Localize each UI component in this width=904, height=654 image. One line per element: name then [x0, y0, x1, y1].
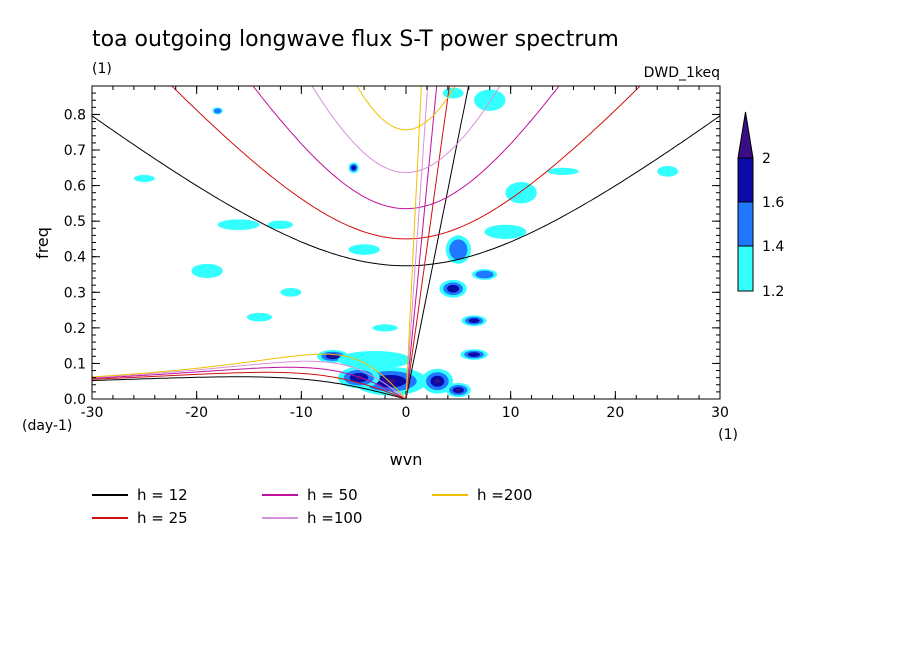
- chart-title: toa outgoing longwave flux S-T power spe…: [92, 27, 619, 52]
- contour-fill-group: [133, 87, 679, 398]
- rossby-wave-curve: [92, 360, 407, 399]
- rossby-wave-curve: [92, 353, 407, 399]
- contour-patch: [449, 239, 468, 260]
- rossby-wave-curve: [92, 376, 407, 399]
- x-tick-label: 0: [402, 405, 411, 421]
- rossby-wave-curve: [92, 366, 407, 399]
- y-tick-label: 0.1: [64, 356, 86, 372]
- y-axis-units: (day-1): [22, 418, 72, 434]
- colorbar-label: 1.2: [762, 284, 784, 300]
- x-tick-label: 30: [711, 405, 729, 421]
- y-tick-label: 0.5: [64, 214, 86, 230]
- colorbar-segment: [737, 157, 754, 203]
- kelvin-wave-curve: [405, 86, 470, 399]
- inertia-gravity-curve: [92, 115, 720, 267]
- kelvin-wave-curve: [405, 86, 450, 399]
- colorbar-label: 2: [762, 151, 771, 167]
- contour-patch: [484, 224, 527, 239]
- legend-label: h = 25: [137, 509, 188, 527]
- y-tick-label: 0.8: [64, 107, 86, 123]
- colorbar-label: 1.4: [762, 239, 784, 255]
- model-name-label: DWD_1keq: [644, 65, 720, 81]
- contour-patch: [657, 166, 679, 177]
- colorbar: 1.2 1.4 1.6 2: [737, 111, 784, 300]
- legend-label: h =200: [477, 486, 532, 504]
- y-tick-label: 0.2: [64, 321, 86, 337]
- kelvin-wave-curve: [405, 86, 429, 399]
- contour-patch: [351, 165, 356, 171]
- contour-patch: [475, 270, 494, 279]
- x-tick-label: 10: [502, 405, 520, 421]
- y-axis-label: freq: [33, 227, 52, 259]
- contour-patch: [246, 312, 273, 322]
- contour-patch: [447, 284, 460, 293]
- x-tick-label: -30: [81, 405, 104, 421]
- contour-patch: [372, 324, 398, 332]
- contour-patch: [133, 174, 155, 183]
- contour-patch: [456, 388, 461, 392]
- contour-patch: [434, 379, 440, 384]
- colorbar-triangle: [737, 111, 754, 159]
- contour-patch: [468, 352, 481, 357]
- colorbar-label: 1.6: [762, 195, 784, 211]
- axis-ticks: -30 -20 -10 0 10 20 30 0.0 0.1 0.2 0.3 0.4 0.5 0.6 0.7…: [64, 85, 729, 421]
- dispersion-curves-group: [92, 86, 720, 399]
- contour-patch: [474, 89, 506, 111]
- legend-label: h =100: [307, 509, 362, 527]
- contour-patch: [348, 244, 380, 255]
- contour-patch: [330, 355, 336, 358]
- contour-patch: [191, 263, 223, 279]
- colorbar-segment: [737, 245, 754, 292]
- x-tick-label: 20: [606, 405, 624, 421]
- contour-patch: [267, 220, 293, 229]
- legend-label: h = 12: [137, 486, 188, 504]
- y-tick-label: 0.6: [64, 179, 86, 195]
- x-axis-label: wvn: [390, 450, 423, 469]
- x-tick-label: -20: [185, 405, 208, 421]
- inertia-gravity-curve: [252, 86, 560, 210]
- plot-frame: [91, 85, 721, 400]
- rossby-wave-curve: [92, 371, 407, 399]
- legend: h = 12 h = 25 h = 50 h =100 h =200: [92, 486, 532, 527]
- inertia-gravity-curve: [356, 86, 456, 131]
- contour-patch: [468, 318, 480, 324]
- y-tick-label: 0.0: [64, 392, 86, 408]
- inertia-gravity-curve: [311, 86, 501, 174]
- legend-label: h = 50: [307, 486, 358, 504]
- inertia-gravity-curve: [171, 86, 641, 240]
- contour-patch: [337, 350, 412, 369]
- kelvin-wave-curve: [405, 86, 438, 399]
- y-tick-label: 0.3: [64, 285, 86, 301]
- kelvin-wave-curve: [405, 86, 422, 399]
- contour-patch: [547, 167, 579, 175]
- contour-patch: [505, 182, 537, 204]
- contour-patch: [213, 108, 222, 114]
- y-tick-label: 0.4: [64, 250, 86, 266]
- colorbar-segment: [737, 201, 754, 247]
- contour-patch: [217, 219, 260, 231]
- y-tick-label: 0.7: [64, 143, 86, 159]
- contour-patch: [280, 288, 302, 297]
- x-tick-label: -10: [290, 405, 313, 421]
- x-axis-units: (1): [718, 427, 738, 443]
- title-units: (1): [92, 61, 112, 77]
